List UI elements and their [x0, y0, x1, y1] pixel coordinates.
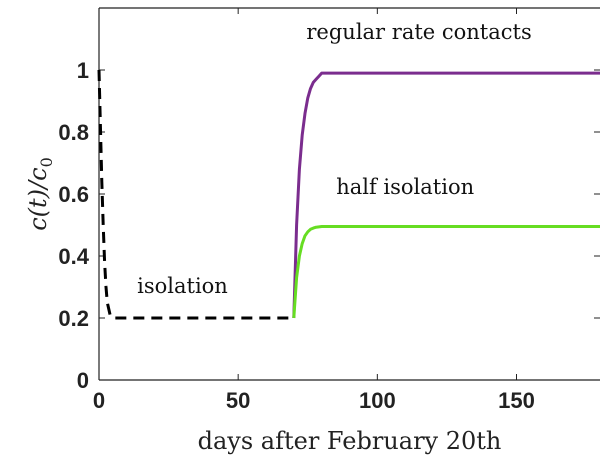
- tick-labels: 0 50 100 150 0 0.2 0.4 0.6 0.8 1: [58, 58, 534, 413]
- y-tick-label: 0.4: [58, 244, 89, 269]
- x-tick-label: 50: [226, 388, 250, 413]
- series-line-half-isolation: [292, 225, 600, 319]
- series-line-isolation: [97, 69, 294, 320]
- y-tick-label: 0.2: [58, 306, 89, 331]
- x-tick-label: 150: [498, 388, 535, 413]
- axes: [98, 7, 600, 381]
- annotation-isolation: isolation: [137, 274, 228, 298]
- x-axis-label: days after February 20th: [198, 427, 502, 455]
- annotation-regular-rate-contacts: regular rate contacts: [306, 20, 531, 44]
- y-tick-label: 0.6: [58, 182, 89, 207]
- annotation-half-isolation: half isolation: [336, 175, 474, 199]
- annotations: regular rate contacts half isolation isola…: [137, 20, 532, 298]
- x-tick-label: 0: [93, 388, 105, 413]
- y-tick-label: 0.8: [58, 120, 89, 145]
- y-axis-label: c(t)/c0: [24, 157, 56, 231]
- y-tick-label: 1: [77, 58, 89, 83]
- series-line-regular-rate-contacts: [292, 71, 600, 319]
- x-tick-label: 100: [359, 388, 396, 413]
- y-tick-label: 0: [77, 368, 89, 393]
- series-group: [97, 69, 600, 320]
